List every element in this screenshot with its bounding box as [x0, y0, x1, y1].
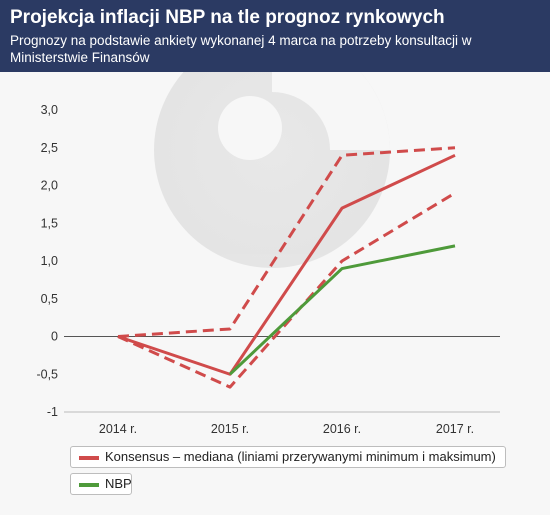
legend-nbp: NBP	[70, 473, 132, 495]
legend-swatch-nbp	[79, 483, 99, 487]
y-tick-label: 2,5	[41, 141, 58, 155]
line-chart: 3,0 2,5 2,0 1,5 1,0 0,5 0 -0,5 -1 2014 r. 2015 r. 2…	[36, 72, 500, 436]
legend-swatch-consensus	[79, 456, 99, 460]
x-tick-label: 2016 r.	[323, 422, 361, 436]
series-line-consensus-range	[117, 191, 456, 389]
x-tick-label: 2014 r.	[99, 422, 137, 436]
y-tick-label: 0	[51, 330, 58, 344]
x-tick-label: 2015 r.	[211, 422, 249, 436]
y-tick-label: 0,5	[41, 292, 58, 306]
y-tick-label: 1,0	[41, 254, 58, 268]
y-tick-label: 2,0	[41, 179, 58, 193]
legend-label-nbp: NBP	[105, 476, 132, 491]
y-tick-label: -1	[47, 405, 58, 419]
series-layer	[117, 146, 456, 389]
legend-label-consensus: Konsensus – mediana (liniami przerywanym…	[105, 449, 496, 464]
y-tick-label: 3,0	[41, 103, 58, 117]
legend-consensus: Konsensus – mediana (liniami przerywanym…	[70, 446, 506, 468]
series-line-consensus	[117, 153, 456, 376]
header: Projekcja inflacji NBP na tle prognoz ry…	[0, 0, 550, 72]
y-tick-label: -0,5	[36, 367, 58, 381]
chart-title: Projekcja inflacji NBP na tle prognoz ry…	[10, 7, 445, 28]
x-tick-label: 2017 r.	[436, 422, 474, 436]
y-tick-label: 1,5	[41, 216, 58, 230]
series-line-consensus-range	[117, 146, 456, 338]
chart-subtitle: Prognozy na podstawie ankiety wykonanej …	[10, 33, 472, 65]
axes: 3,0 2,5 2,0 1,5 1,0 0,5 0 -0,5 -1 2014 r. 2015 r. 2…	[36, 103, 500, 436]
series-line-nbp	[228, 244, 456, 376]
watermark	[154, 72, 390, 268]
